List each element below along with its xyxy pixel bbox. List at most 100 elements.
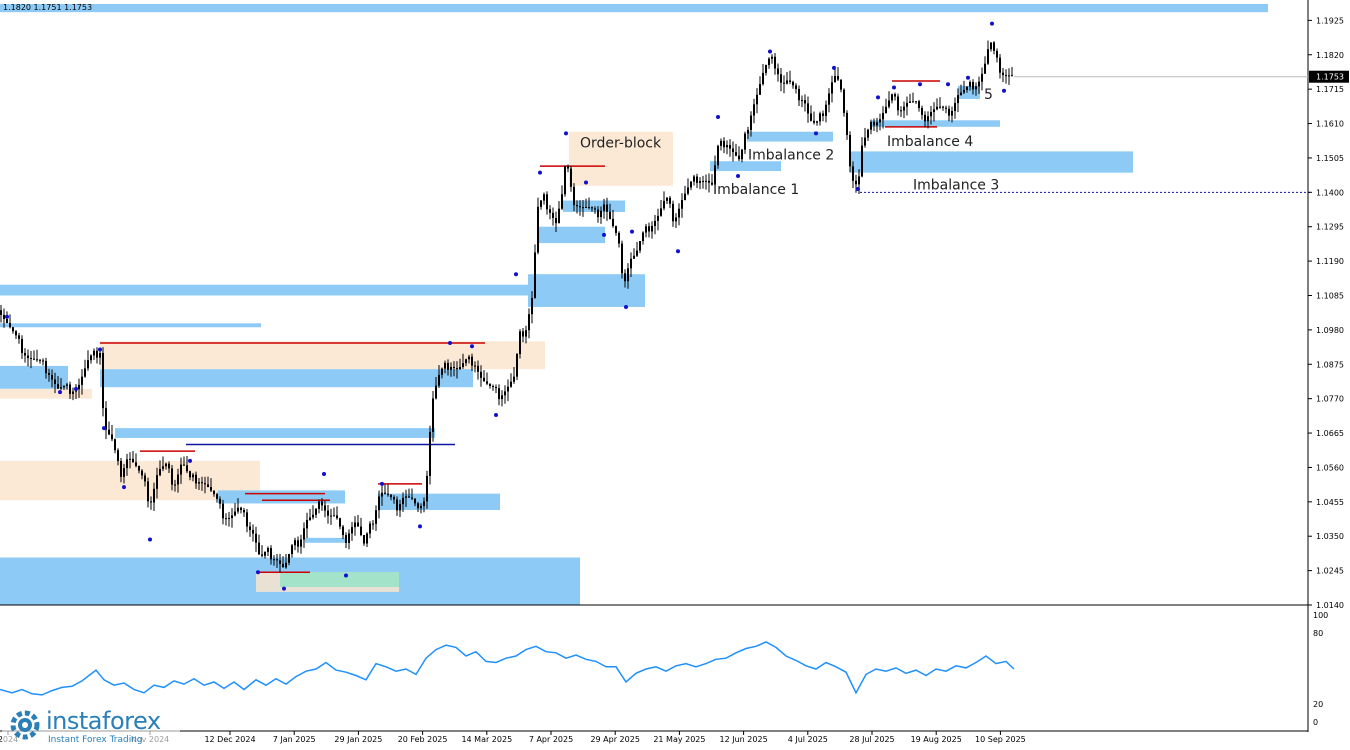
candle-body xyxy=(303,528,305,540)
fractal-marker xyxy=(122,485,126,490)
candle-body xyxy=(492,385,494,388)
candle-body xyxy=(783,82,785,84)
candle-body xyxy=(618,232,620,244)
candle-body xyxy=(774,56,776,69)
candle-body xyxy=(804,100,806,104)
zone-label: Imbalance 2 xyxy=(748,148,834,164)
candle-body xyxy=(894,94,896,97)
candle-body xyxy=(429,431,431,476)
candle-body xyxy=(954,103,956,111)
candle-body xyxy=(876,122,878,126)
candle-body xyxy=(987,49,989,64)
candle-body xyxy=(486,381,488,384)
candle-body xyxy=(933,109,935,112)
candle-body xyxy=(909,101,911,103)
candle-body xyxy=(111,434,113,440)
candle-body xyxy=(48,373,50,375)
candle-body xyxy=(900,110,902,112)
candle-body xyxy=(750,115,752,130)
fractal-marker xyxy=(814,131,818,136)
fractal-marker xyxy=(538,170,542,175)
candle-body xyxy=(192,474,194,478)
candle-body xyxy=(960,92,962,96)
zone-imbalance-18 xyxy=(218,490,345,504)
fractal-marker xyxy=(470,344,474,349)
candle-body xyxy=(627,268,629,282)
candle-body xyxy=(159,468,161,476)
fractal-marker xyxy=(990,21,994,26)
fractal-marker xyxy=(768,49,772,54)
candle-body xyxy=(822,113,824,116)
candle-body xyxy=(957,95,959,104)
candle-body xyxy=(348,533,350,543)
candle-body xyxy=(459,366,461,370)
candle-body xyxy=(840,79,842,90)
candle-body xyxy=(3,314,5,319)
candle-body xyxy=(939,106,941,108)
candle-body xyxy=(606,204,608,212)
candle-body xyxy=(753,104,755,116)
rsi-tick-label: 0 xyxy=(1313,718,1318,727)
candle-body xyxy=(396,499,398,511)
candle-body xyxy=(609,211,611,219)
candle-body xyxy=(87,360,89,369)
fractal-marker xyxy=(716,114,720,119)
fractal-marker xyxy=(602,232,606,237)
candle-body xyxy=(267,548,269,552)
candle-body xyxy=(873,121,875,126)
time-tick-label: 10 Sep 2025 xyxy=(975,735,1026,744)
candle-body xyxy=(99,352,101,358)
candle-body xyxy=(51,374,53,380)
candle-body xyxy=(357,522,359,527)
candle-body xyxy=(558,208,560,224)
candle-body xyxy=(462,363,464,367)
time-tick-label: 7 Jan 2025 xyxy=(273,735,316,744)
candle-body xyxy=(924,114,926,122)
candle-body xyxy=(660,208,662,216)
candle-body xyxy=(141,470,143,476)
time-tick-label: 12 Dec 2024 xyxy=(204,735,255,744)
fractal-marker xyxy=(736,173,740,178)
candle-body xyxy=(702,180,704,182)
zone-order-block-14 xyxy=(0,388,92,399)
candle-body xyxy=(312,514,314,518)
fractal-marker xyxy=(676,249,680,254)
candle-body xyxy=(759,84,761,95)
price-tick-label: 1.1400 xyxy=(1316,188,1344,197)
candle-body xyxy=(36,359,38,361)
candle-body xyxy=(180,464,182,475)
candle-body xyxy=(717,145,719,166)
candle-body xyxy=(450,366,452,370)
price-tick-label: 1.1925 xyxy=(1316,16,1344,25)
fractal-marker xyxy=(630,229,634,234)
candle-body xyxy=(9,323,11,328)
fractal-marker xyxy=(102,426,106,431)
candle-body xyxy=(420,505,422,509)
candle-body xyxy=(765,64,767,73)
candle-body xyxy=(795,85,797,89)
candle-body xyxy=(675,217,677,222)
candle-body xyxy=(966,86,968,90)
candle-body xyxy=(261,554,263,556)
candle-body xyxy=(780,74,782,83)
candle-body xyxy=(567,165,569,169)
candle-body xyxy=(333,515,335,517)
candle-body xyxy=(444,362,446,369)
fractal-marker xyxy=(832,65,836,70)
fractal-marker xyxy=(282,586,286,591)
fractal-marker xyxy=(418,524,422,529)
candle-body xyxy=(366,533,368,544)
candle-body xyxy=(474,365,476,367)
candle-body xyxy=(582,207,584,209)
candle-body xyxy=(447,362,449,370)
candle-body xyxy=(327,510,329,516)
price-tick-label: 1.0665 xyxy=(1316,429,1344,438)
candle-body xyxy=(642,232,644,242)
candle-body xyxy=(183,464,185,466)
rsi-tick-label: 20 xyxy=(1313,700,1323,709)
price-tick-label: 1.1085 xyxy=(1316,291,1344,300)
fractal-marker xyxy=(344,573,348,578)
candle-body xyxy=(438,374,440,386)
time-tick-label: 29 Jan 2025 xyxy=(334,735,382,744)
candle-body xyxy=(729,145,731,149)
